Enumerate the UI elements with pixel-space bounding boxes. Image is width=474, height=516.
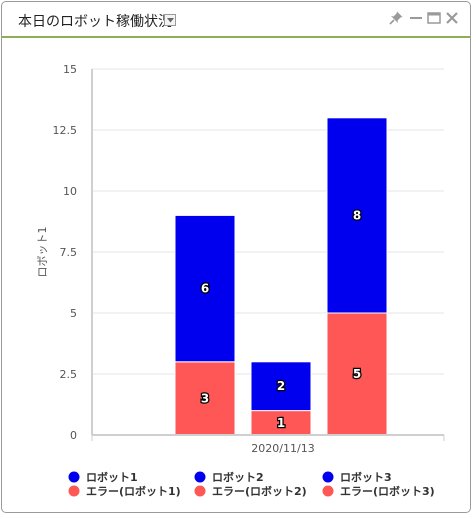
data-label: 2: [277, 379, 285, 393]
legend-marker: [322, 471, 334, 483]
maximize-icon[interactable]: [426, 10, 442, 26]
legend-marker: [322, 485, 334, 497]
legend-label: ロボット1: [86, 470, 138, 484]
legend-marker: [68, 485, 80, 497]
data-label: 1: [277, 416, 285, 430]
close-icon[interactable]: [444, 10, 460, 26]
chevron-down-icon[interactable]: [164, 14, 176, 26]
data-label: 8: [353, 208, 361, 222]
y-tick-label: 5: [70, 307, 77, 320]
bar-segment: [174, 214, 236, 363]
legend-marker: [194, 471, 206, 483]
bar-segment: [326, 117, 388, 314]
legend-marker: [68, 471, 80, 483]
y-tick-label: 12.5: [53, 124, 78, 137]
pin-icon[interactable]: [388, 10, 404, 26]
widget-title: 本日のロボット稼働状況: [18, 14, 172, 30]
y-tick-label: 2.5: [60, 368, 78, 381]
legend-marker: [194, 485, 206, 497]
legend-label: エラー(ロボット2): [212, 484, 307, 498]
y-axis-label: ロボット1: [36, 227, 49, 278]
x-axis-label: 2020/11/13: [251, 442, 314, 455]
minimize-icon[interactable]: [408, 10, 424, 26]
data-label: 6: [201, 282, 209, 296]
legend-label: ロボット2: [212, 470, 264, 484]
legend-label: ロボット3: [340, 470, 392, 484]
legend-label: エラー(ロボット3): [340, 484, 435, 498]
y-tick-label: 0: [70, 429, 77, 442]
bar-segment: [250, 361, 312, 412]
bar-segment: [250, 410, 312, 436]
legend-label: エラー(ロボット1): [86, 484, 181, 498]
data-label: 3: [201, 391, 209, 405]
y-tick-label: 10: [63, 185, 77, 198]
y-tick-label: 15: [63, 63, 77, 76]
bar-segment: [326, 312, 388, 436]
data-label: 5: [353, 367, 361, 381]
y-tick-label: 7.5: [60, 246, 78, 259]
bar-segment: [174, 361, 236, 436]
widget-header: 本日のロボット稼働状況: [2, 2, 470, 38]
